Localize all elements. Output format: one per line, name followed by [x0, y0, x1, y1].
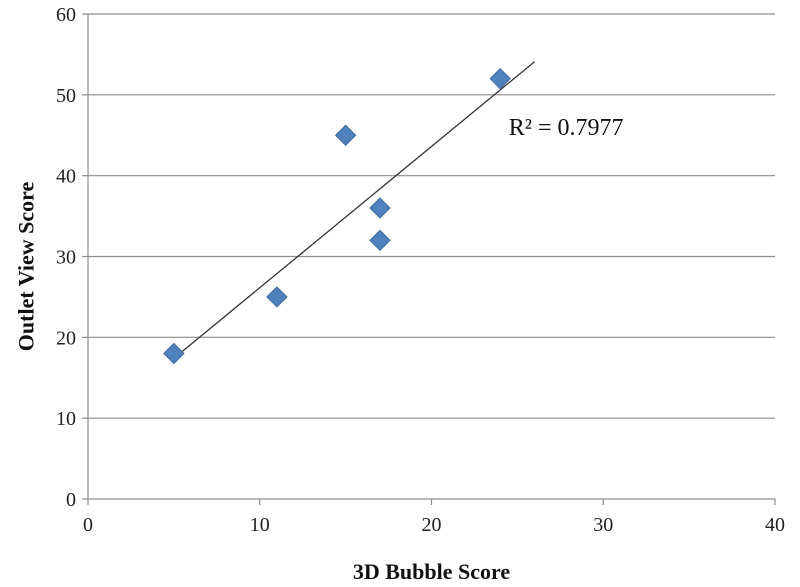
y-tick-label-60: 60 [56, 4, 76, 26]
data-point-1 [163, 342, 185, 365]
y-tick-label-30: 30 [56, 247, 76, 269]
data-point-3 [334, 124, 357, 146]
x-tick-label-40: 40 [765, 514, 785, 536]
axes [82, 13, 776, 505]
x-tick-label-0: 0 [83, 514, 93, 536]
data-point-5 [369, 229, 391, 252]
data-point-4 [369, 197, 391, 219]
data-point-2 [266, 286, 288, 308]
y-tick-label-0: 0 [66, 489, 76, 511]
y-axis-title: Outlet View Score [14, 182, 39, 352]
r-squared-annotation: R² = 0.7977 [509, 115, 624, 141]
y-tick-labels: 0 10 20 30 40 50 60 [56, 4, 76, 511]
y-tick-label-10: 10 [56, 408, 76, 430]
data-point-6 [489, 67, 511, 90]
x-tick-label-30: 30 [593, 514, 613, 536]
y-tick-label-50: 50 [56, 85, 76, 107]
y-tick-label-40: 40 [56, 166, 76, 188]
trendline-layer [173, 61, 535, 359]
data-points [163, 67, 511, 365]
x-tick-label-10: 10 [250, 514, 270, 536]
x-tick-labels: 0 10 20 30 40 [83, 514, 785, 536]
x-tick-label-20: 20 [422, 514, 442, 536]
x-axis-title: 3D Bubble Score [353, 559, 511, 584]
trendline [173, 61, 535, 359]
y-tick-label-20: 20 [56, 327, 76, 349]
gridlines [88, 13, 775, 419]
